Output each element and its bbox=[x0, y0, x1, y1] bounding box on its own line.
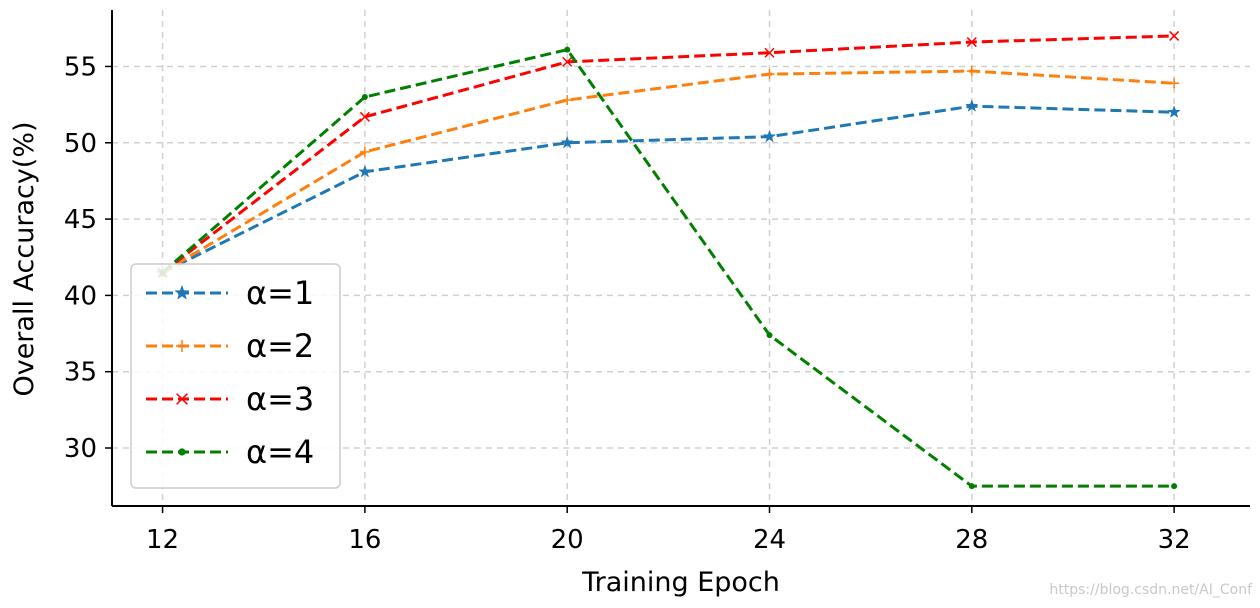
series-3 bbox=[157, 30, 1180, 278]
y-tick-label: 40 bbox=[64, 281, 97, 311]
tick-labels: 12 16 20 24 28 32 30 35 40 45 50 55 bbox=[64, 52, 1191, 555]
y-tick-label: 50 bbox=[64, 129, 97, 159]
point-marker bbox=[562, 95, 573, 106]
point-marker bbox=[1169, 30, 1180, 41]
legend-label: α=2 bbox=[246, 327, 314, 365]
x-tick-label: 32 bbox=[1158, 525, 1191, 555]
point-marker bbox=[764, 69, 775, 80]
y-tick-label: 30 bbox=[64, 434, 97, 464]
axes bbox=[105, 10, 1250, 513]
point-marker bbox=[359, 111, 370, 122]
legend-box bbox=[130, 263, 341, 489]
watermark: https://blog.csdn.net/AI_Conf bbox=[1049, 582, 1252, 598]
legend: α=1 α=2 α=3 α=4 bbox=[130, 263, 341, 489]
point-marker bbox=[560, 135, 574, 149]
x-axis-label: Training Epoch bbox=[581, 567, 780, 598]
point-marker bbox=[1169, 78, 1180, 89]
point-marker bbox=[1167, 105, 1181, 118]
point-marker bbox=[361, 93, 368, 100]
series-1 bbox=[155, 99, 1181, 279]
series-line bbox=[161, 47, 1175, 488]
point-marker bbox=[174, 284, 190, 300]
y-axis-label: Overall Accuracy(%) bbox=[9, 121, 40, 396]
legend-item: α=4 bbox=[146, 433, 314, 471]
x-tick-label: 16 bbox=[348, 525, 381, 555]
y-tick-label: 55 bbox=[64, 52, 97, 82]
legend-label: α=3 bbox=[246, 380, 314, 418]
x-tick-label: 24 bbox=[753, 525, 786, 555]
point-marker bbox=[764, 47, 775, 58]
point-marker bbox=[176, 393, 188, 405]
point-marker bbox=[564, 46, 571, 53]
series-line bbox=[161, 69, 1175, 274]
x-tick-label: 12 bbox=[146, 525, 179, 555]
point-marker bbox=[359, 146, 370, 157]
point-marker bbox=[766, 332, 773, 339]
point-marker bbox=[178, 448, 186, 456]
series-lines bbox=[155, 30, 1181, 490]
legend-label: α=1 bbox=[246, 274, 314, 312]
x-tick-label: 20 bbox=[551, 525, 584, 555]
point-marker bbox=[966, 37, 977, 48]
legend-item: α=2 bbox=[146, 327, 314, 365]
point-marker bbox=[562, 56, 573, 67]
series-line bbox=[161, 34, 1175, 274]
series-2 bbox=[157, 66, 1180, 278]
y-tick-label: 45 bbox=[64, 205, 97, 235]
point-marker bbox=[176, 340, 188, 352]
legend-item: α=1 bbox=[146, 274, 314, 312]
y-tick-label: 35 bbox=[64, 358, 97, 388]
point-marker bbox=[358, 164, 372, 178]
x-tick-label: 28 bbox=[955, 525, 988, 555]
point-marker bbox=[968, 483, 975, 490]
legend-item: α=3 bbox=[146, 380, 314, 418]
point-marker bbox=[965, 99, 979, 112]
series-line bbox=[161, 104, 1175, 274]
point-marker bbox=[1171, 483, 1178, 490]
point-marker bbox=[762, 129, 777, 143]
legend-label: α=4 bbox=[246, 433, 314, 471]
point-marker bbox=[966, 66, 977, 77]
